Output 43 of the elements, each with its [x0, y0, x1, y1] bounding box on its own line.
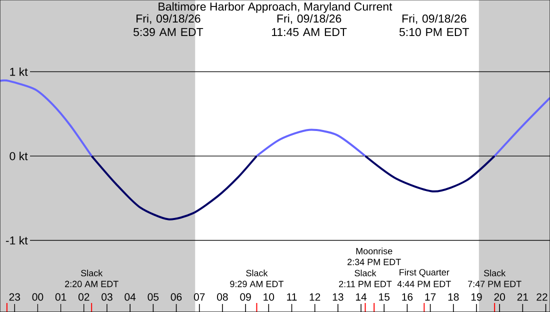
- x-tick-label: 10: [264, 293, 274, 301]
- x2-tick-label: 2:20 AM EDT: [65, 280, 118, 288]
- x-tick-label: 23: [9, 293, 20, 301]
- x2-tick-label: 2:11 PM EDT: [339, 280, 392, 288]
- x-tick-label: 00: [32, 293, 44, 301]
- annotation: Slack: [81, 270, 103, 276]
- x-tick-label: 07: [194, 293, 205, 301]
- x-tick-label: 05: [148, 293, 159, 301]
- annotation: Fri, 09/18/26 5:39 AM EDT: [134, 14, 204, 36]
- x2-tick-label: 4:44 PM EDT: [397, 280, 451, 288]
- x-tick-label: 03: [102, 293, 112, 301]
- annotation: Slack: [354, 270, 376, 276]
- x-tick-label: 06: [170, 293, 182, 301]
- x-tick-label: 16: [402, 293, 413, 301]
- annotation: First Quarter: [400, 268, 450, 278]
- x-tick-label: 04: [124, 293, 136, 301]
- y-tick-label: -1 kt: [6, 236, 28, 245]
- x-tick-label: 14: [356, 293, 367, 301]
- x-tick-label: 19: [471, 293, 482, 301]
- x-tick-label: 18: [448, 293, 459, 301]
- x-tick-label: 20: [494, 293, 505, 301]
- annotation: Fri, 09/18/26 5:10 PM EDT: [399, 14, 470, 36]
- chart-title: Baltimore Harbor Approach, Maryland Current: [158, 2, 392, 13]
- x-tick-label: 21: [517, 293, 528, 301]
- annotation: Slack: [246, 270, 268, 276]
- y-tick-label: 0 kt: [10, 152, 28, 160]
- annotation: Fri, 09/18/26 11:45 AM EDT: [272, 14, 347, 36]
- x2-tick-label: 7:47 PM EDT: [468, 280, 522, 288]
- x2-tick-label: 9:29 AM EDT: [230, 280, 284, 288]
- annotation: Slack: [484, 270, 506, 276]
- x-tick-label: 08: [217, 293, 228, 301]
- x-tick-label: 01: [55, 293, 66, 301]
- annotation: Moonrise: [356, 248, 392, 254]
- x-tick-label: 15: [379, 293, 390, 301]
- x-tick-label: 22: [536, 293, 548, 301]
- x-tick-label: 02: [78, 293, 90, 301]
- x-tick-label: 09: [240, 293, 251, 301]
- x-tick-label: 12: [310, 293, 320, 301]
- x-tick-label: 11: [287, 293, 297, 301]
- y-tick-label: 1 kt: [10, 67, 28, 76]
- annotation: 2:34 PM EDT: [348, 258, 401, 266]
- x-tick-label: 17: [425, 293, 436, 301]
- x-tick-label: 13: [332, 293, 344, 301]
